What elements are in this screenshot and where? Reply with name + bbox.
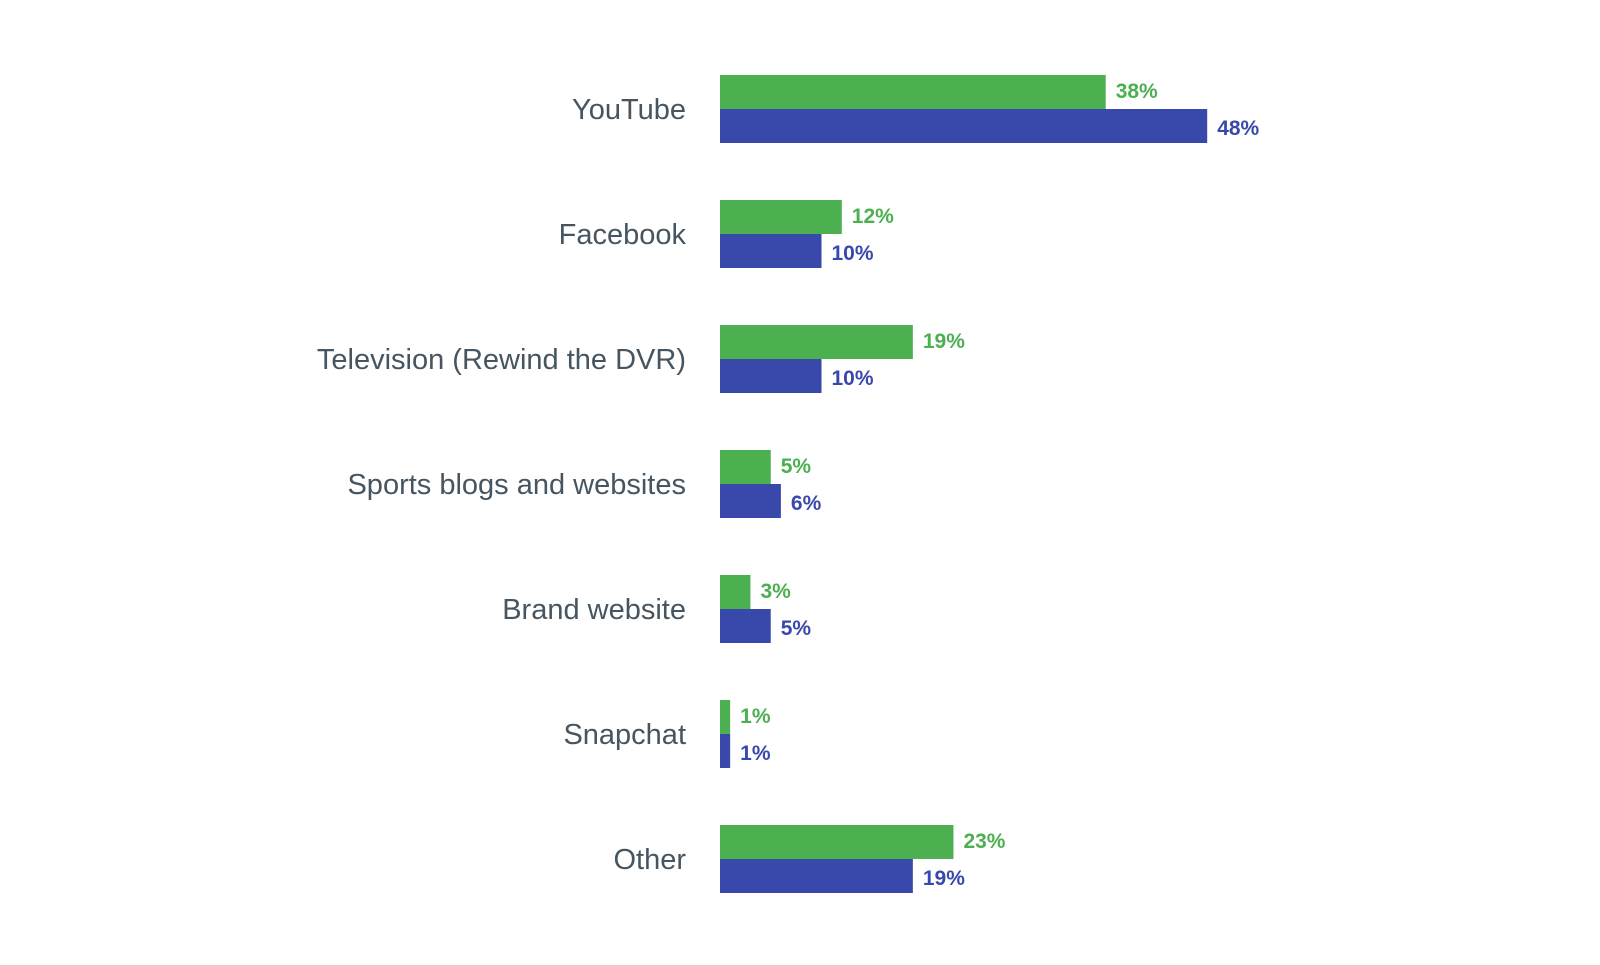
data-label-series-1: 38% [1116,80,1158,103]
data-label-series-2: 10% [832,367,874,390]
category-label: Other [613,844,686,876]
category-label: Television (Rewind the DVR) [317,344,686,376]
data-labels: 38% 48% 12% 10% 19% 10% 5% 6% 3% 5% 1% 1% 23% 19% [740,80,1259,890]
bar-series-1 [720,75,1106,109]
bar-series-1 [720,700,731,734]
data-label-series-2: 19% [923,867,965,890]
bar-series-2 [720,234,822,268]
category-label: Brand website [502,594,686,626]
bar-series-2 [720,609,771,643]
data-label-series-2: 5% [781,617,812,640]
bar-series-1 [720,325,913,359]
data-label-series-1: 23% [963,830,1005,853]
bar-series-2 [720,859,913,893]
bar-series-2 [720,484,781,518]
bar-series-2 [720,359,822,393]
data-label-series-2: 48% [1217,117,1259,140]
data-label-series-1: 3% [760,580,791,603]
bars [720,75,1208,893]
bar-series-1 [720,575,751,609]
data-label-series-1: 19% [923,330,965,353]
category-label: Facebook [559,219,687,251]
data-label-series-1: 5% [781,455,812,478]
data-label-series-2: 6% [791,492,822,515]
category-label: Sports blogs and websites [347,469,686,501]
category-label: YouTube [572,94,686,126]
bar-series-2 [720,734,731,768]
category-label: Snapchat [563,719,686,751]
category-labels: YouTube Facebook Television (Rewind the DV… [317,94,687,876]
data-label-series-2: 1% [740,742,771,765]
data-label-series-2: 10% [832,242,874,265]
bar-series-1 [720,825,954,859]
bar-series-1 [720,200,842,234]
bar-series-1 [720,450,771,484]
data-label-series-1: 12% [852,205,894,228]
data-label-series-1: 1% [740,705,771,728]
bar-series-2 [720,109,1208,143]
